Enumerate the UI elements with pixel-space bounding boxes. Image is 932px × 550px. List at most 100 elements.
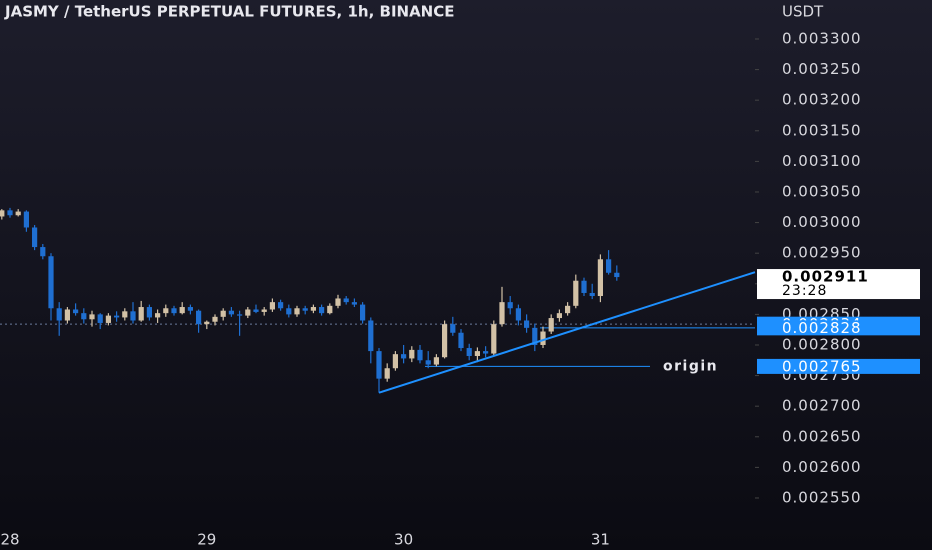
candle-body: [499, 302, 505, 325]
candle-body: [392, 354, 398, 369]
candle-body: [458, 332, 464, 349]
candle-body: [163, 308, 169, 314]
candle-body: [483, 351, 489, 354]
price-label: 0.002828: [782, 319, 862, 337]
price-label-box: [757, 320, 920, 336]
candle-body: [122, 311, 128, 318]
candle-body: [376, 351, 382, 379]
candle-body: [360, 304, 366, 321]
candle-body: [253, 309, 259, 312]
candle-body: [114, 315, 120, 318]
candle-body: [425, 360, 431, 365]
candle-body: [138, 307, 144, 321]
candle-body: [237, 314, 243, 316]
candle-body: [196, 310, 202, 325]
candle-body: [81, 313, 87, 320]
y-tick-label: 0.002600: [782, 458, 862, 476]
candle-body: [56, 308, 62, 321]
y-tick-label: 0.002650: [782, 427, 862, 445]
y-tick-label: 0.003000: [782, 213, 862, 231]
candle-body: [286, 308, 292, 315]
candle-body: [589, 292, 595, 297]
candle-body: [581, 280, 587, 293]
candle-body: [433, 357, 439, 365]
candle-body: [474, 351, 480, 356]
candle-body: [597, 259, 603, 297]
y-tick-label: 0.003200: [782, 91, 862, 109]
candle-body: [614, 272, 620, 278]
candle-body: [245, 309, 251, 316]
y-tick-label: 0.002950: [782, 244, 862, 262]
candle-body: [130, 311, 136, 321]
candle-body: [97, 314, 103, 323]
countdown: 23:28: [782, 283, 827, 299]
trendline: [378, 271, 756, 394]
candle-body: [294, 308, 300, 315]
x-tick-label: 29: [197, 531, 216, 549]
y-tick-label: 0.003050: [782, 182, 862, 200]
candle-body: [327, 305, 333, 314]
candle-body: [573, 280, 579, 306]
candle-body: [442, 324, 448, 358]
x-tick-label: 31: [591, 531, 610, 549]
candle-body: [0, 210, 5, 217]
y-tick-label: 0.002700: [782, 397, 862, 415]
candle-body: [343, 298, 349, 303]
chart-title: JASMY / TetherUS PERPETUAL FUTURES, 1h, …: [4, 3, 455, 21]
candle-body: [212, 316, 218, 322]
x-tick-label: 28: [0, 531, 19, 549]
candle-body: [491, 324, 497, 354]
candle-body: [450, 324, 456, 333]
candle-body: [351, 302, 357, 305]
candle-body: [23, 211, 29, 228]
price-label: 0.002765: [782, 357, 862, 375]
candle-body: [515, 308, 521, 321]
candle-body: [548, 318, 554, 332]
price-label-box: [757, 358, 920, 374]
candle-body: [187, 307, 193, 311]
candle-body: [171, 308, 177, 314]
candle-body: [7, 210, 13, 216]
x-tick-label: 30: [394, 531, 413, 549]
candle-body: [146, 307, 152, 318]
candle-body: [409, 349, 415, 359]
candle-body: [105, 315, 111, 323]
candle-body: [15, 211, 21, 216]
candle-body: [417, 349, 423, 361]
candle-body: [64, 309, 70, 321]
candle-body: [466, 348, 472, 356]
candle-body: [204, 321, 210, 325]
y-tick-label: 0.002800: [782, 335, 862, 353]
candle-body: [269, 302, 275, 310]
candle-body: [73, 309, 79, 314]
candle-body: [565, 305, 571, 314]
last-price: 0.002911: [782, 268, 869, 286]
y-tick-label: 0.003100: [782, 152, 862, 170]
candle-body: [310, 307, 316, 311]
candle-body: [32, 227, 38, 248]
candle-body: [261, 309, 267, 312]
y-tick-label: 0.002550: [782, 488, 862, 506]
price-line-name: origin: [663, 358, 718, 374]
y-tick-label: 0.003300: [782, 29, 862, 47]
candle-body: [228, 310, 234, 315]
candle-body: [507, 302, 513, 309]
candle-body: [540, 331, 546, 345]
candle-body: [48, 256, 54, 309]
y-tick-label: 0.003150: [782, 121, 862, 139]
candle-body: [606, 259, 612, 273]
candle-body: [556, 313, 562, 319]
candle-body: [319, 307, 325, 314]
candle-body: [384, 368, 390, 379]
last-price-box: [757, 269, 920, 300]
candle-body: [335, 298, 341, 306]
candle-body: [89, 314, 95, 320]
candle-body: [155, 313, 161, 318]
candle-body: [368, 320, 374, 352]
candle-body: [40, 247, 46, 257]
candle-body: [524, 320, 530, 328]
candle-body: [278, 302, 284, 309]
y-axis-label: USDT: [782, 3, 824, 21]
